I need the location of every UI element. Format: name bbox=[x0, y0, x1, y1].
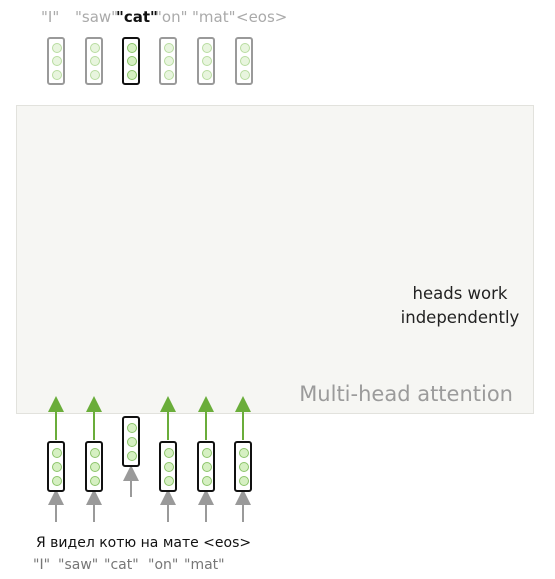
output-vector-1 bbox=[47, 37, 65, 85]
output-token-saw: "saw" bbox=[75, 8, 119, 26]
source-sentence: Я видел котю на мате <eos> bbox=[36, 535, 252, 551]
input-token-saw: "saw" bbox=[58, 557, 99, 573]
multi-head-attention-block: Multi-head attention bbox=[16, 105, 534, 414]
block-label: Multi-head attention bbox=[299, 382, 513, 406]
output-vector-2 bbox=[85, 37, 103, 85]
input-vector-5 bbox=[197, 441, 215, 492]
output-vector-6 bbox=[235, 37, 253, 85]
output-token-cat: "cat" bbox=[116, 8, 158, 26]
input-token-mat: "mat" bbox=[184, 557, 225, 573]
input-vector-6 bbox=[234, 441, 252, 492]
output-token-mat: "mat" bbox=[192, 8, 236, 26]
input-vector-2 bbox=[85, 441, 103, 492]
output-vector-4 bbox=[159, 37, 177, 85]
output-token-on: "on" bbox=[155, 8, 188, 26]
input-vector-3-query bbox=[122, 416, 140, 467]
heads-annotation: heads work independently bbox=[400, 284, 520, 327]
output-token-i: "I" bbox=[41, 8, 60, 26]
output-vector-5 bbox=[197, 37, 215, 85]
input-token-cat: "cat" bbox=[104, 557, 139, 573]
output-vector-3-highlighted bbox=[122, 37, 140, 85]
input-vector-1 bbox=[47, 441, 65, 492]
output-token-eos: <eos> bbox=[236, 8, 288, 26]
input-token-i: "I" bbox=[33, 557, 51, 573]
input-token-on: "on" bbox=[148, 557, 179, 573]
input-vector-4 bbox=[159, 441, 177, 492]
